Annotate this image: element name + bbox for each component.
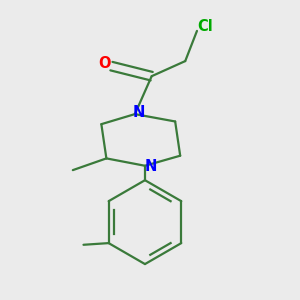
Text: N: N — [133, 105, 145, 120]
Text: O: O — [98, 56, 110, 71]
Text: N: N — [144, 159, 157, 174]
Text: Cl: Cl — [197, 20, 213, 34]
